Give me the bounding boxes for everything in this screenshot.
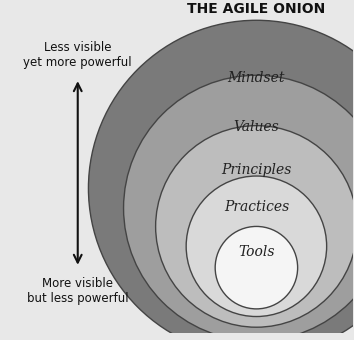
Circle shape [156,126,354,327]
Text: More visible
but less powerful: More visible but less powerful [27,277,129,305]
Circle shape [186,176,327,317]
Text: Mindset: Mindset [228,71,285,85]
Text: Principles: Principles [221,163,292,177]
Text: Values: Values [234,120,279,134]
Text: Less visible
yet more powerful: Less visible yet more powerful [23,41,132,69]
Circle shape [215,226,298,309]
Circle shape [88,20,354,340]
Text: Tools: Tools [238,245,275,259]
Text: Practices: Practices [224,200,289,214]
Text: THE AGILE ONION: THE AGILE ONION [187,2,326,16]
Circle shape [124,75,354,340]
